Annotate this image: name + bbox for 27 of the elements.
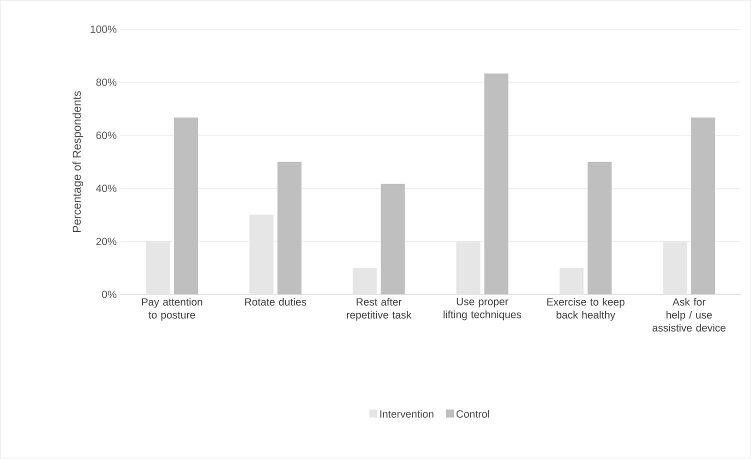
x-tick-label: Rest after repetitive task — [346, 298, 412, 321]
bar — [174, 118, 198, 295]
bar — [560, 268, 584, 295]
x-tick-label: Exercise to keep back healthy — [547, 298, 624, 321]
bar — [691, 118, 716, 295]
bar — [456, 242, 480, 295]
y-tick-label: 60% — [96, 132, 116, 140]
x-tick-label: Use proper lifting techniques — [444, 298, 522, 320]
bar — [146, 242, 170, 295]
bar — [380, 184, 405, 295]
legend-label: Control — [456, 410, 490, 418]
y-tick-label: 80% — [96, 78, 116, 86]
y-tick-label: 20% — [96, 238, 116, 246]
bar — [484, 74, 508, 295]
bar — [663, 242, 688, 295]
x-tick-label: Ask for help / use assistive device — [652, 298, 726, 332]
bar — [277, 162, 302, 295]
bar — [249, 214, 274, 295]
y-tick-label: 100% — [90, 26, 116, 34]
y-axis-title: Percentage of Respondents — [72, 91, 84, 232]
legend-label: Intervention — [380, 410, 434, 418]
x-tick-label: Rotate duties — [245, 298, 306, 306]
y-tick-label: 0% — [102, 290, 116, 298]
y-tick-label: 40% — [96, 184, 116, 192]
bar — [588, 162, 612, 295]
x-tick-label: Pay attention to posture — [142, 298, 202, 321]
bar — [352, 268, 377, 295]
